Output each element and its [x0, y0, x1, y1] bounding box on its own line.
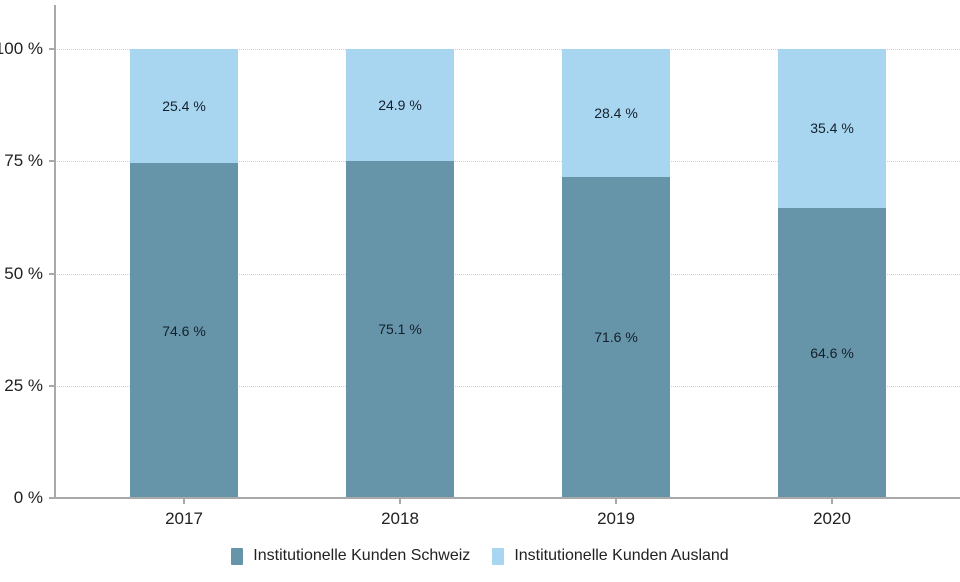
- bar-segment-2017-schweiz: 74.6 %: [130, 163, 238, 498]
- bar-value-label: 28.4 %: [594, 104, 638, 121]
- bar-value-label: 35.4 %: [810, 120, 854, 137]
- x-axis-label-2020: 2020: [813, 509, 851, 528]
- x-axis-label-2019: 2019: [597, 509, 635, 528]
- bar-value-label: 64.6 %: [810, 344, 854, 361]
- y-axis-tick-100: [49, 48, 55, 50]
- chart-legend: Institutionelle Kunden Schweiz Institutio…: [0, 547, 960, 565]
- legend-swatch-icon: [492, 547, 505, 565]
- gridline-25: [55, 385, 960, 387]
- x-axis-label-2017: 2017: [165, 509, 203, 528]
- legend-label: Institutionelle Kunden Ausland: [514, 547, 729, 564]
- x-axis-tick-2019: [615, 498, 617, 504]
- bar-segment-2019-ausland: 28.4 %: [562, 49, 670, 177]
- bar-value-label: 74.6 %: [162, 322, 206, 339]
- x-axis-line: [49, 497, 960, 499]
- y-axis-label-25: 25 %: [4, 375, 43, 395]
- bar-segment-2019-schweiz: 71.6 %: [562, 176, 670, 498]
- y-axis-tick-50: [49, 272, 55, 275]
- gridline-100: [55, 49, 960, 50]
- y-axis-label-100: 100 %: [0, 39, 43, 58]
- bar-value-label: 25.4 %: [162, 98, 206, 115]
- bar-value-label: 24.9 %: [378, 96, 422, 113]
- x-axis-tick-2017: [183, 498, 185, 504]
- y-axis-tick-25: [49, 384, 55, 387]
- x-axis-label-2018: 2018: [381, 509, 419, 528]
- bar-value-label: 71.6 %: [594, 329, 638, 346]
- x-axis-tick-2018: [399, 498, 401, 504]
- gridline-75: [55, 161, 960, 163]
- bar-segment-2017-ausland: 25.4 %: [130, 49, 238, 164]
- legend-item-schweiz: Institutionelle Kunden Schweiz: [231, 547, 470, 565]
- legend-item-ausland: Institutionelle Kunden Ausland: [492, 547, 729, 565]
- bar-segment-2018-schweiz: 75.1 %: [346, 160, 454, 498]
- legend-label: Institutionelle Kunden Schweiz: [253, 547, 471, 564]
- y-axis-label-75: 75 %: [4, 151, 43, 171]
- y-axis-label-50: 50 %: [4, 263, 43, 283]
- bar-value-label: 75.1 %: [378, 321, 422, 338]
- legend-swatch-icon: [231, 547, 244, 565]
- bar-segment-2020-schweiz: 64.6 %: [778, 207, 886, 498]
- y-axis-line: [54, 5, 56, 498]
- y-axis-label-0: 0 %: [13, 488, 43, 507]
- bar-segment-2020-ausland: 35.4 %: [778, 49, 886, 208]
- y-axis-tick-75: [49, 160, 55, 163]
- bar-segment-2018-ausland: 24.9 %: [346, 49, 454, 161]
- x-axis-tick-2020: [831, 498, 833, 504]
- gridline-50: [55, 273, 960, 275]
